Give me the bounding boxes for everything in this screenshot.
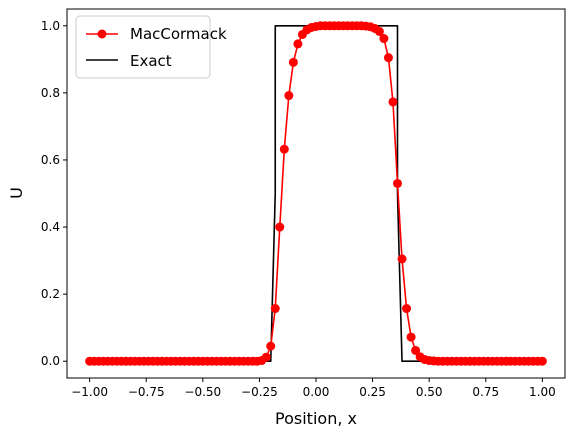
x-tick-label: 0.00: [303, 385, 330, 399]
x-tick-label: 0.50: [416, 385, 443, 399]
data-point-maccormack: [284, 91, 294, 101]
data-point-maccormack: [402, 304, 412, 314]
data-point-maccormack: [374, 26, 384, 36]
data-point-maccormack: [406, 332, 416, 342]
data-point-maccormack: [392, 178, 402, 188]
y-tick-label: 0.2: [41, 287, 60, 301]
data-point-maccormack: [411, 345, 421, 355]
data-point-maccormack: [275, 222, 285, 232]
y-tick-label: 0.8: [41, 86, 60, 100]
data-point-maccormack: [293, 39, 303, 49]
data-point-maccormack: [379, 34, 389, 44]
data-point-maccormack: [383, 53, 393, 63]
data-point-maccormack: [266, 341, 276, 351]
data-point-maccormack: [397, 254, 407, 264]
legend-marker-maccormack: [97, 29, 107, 39]
data-point-maccormack: [261, 352, 271, 362]
x-tick-label: −0.25: [241, 385, 278, 399]
data-point-maccormack: [270, 304, 280, 314]
ticks-layer: −1.00 −0.75 −0.50 −0.25 0.00 0.25 0.50 0.75 1.00…: [41, 19, 556, 399]
x-tick-label: −0.75: [128, 385, 165, 399]
y-tick-label: 0.0: [41, 354, 60, 368]
y-tick-label: 0.6: [41, 153, 60, 167]
legend-box: [75, 15, 211, 79]
data-point-maccormack: [537, 356, 547, 366]
data-point-maccormack: [388, 97, 398, 107]
legend-label-maccormack: MacCormack: [130, 25, 227, 43]
y-tick-label: 1.0: [41, 19, 60, 33]
x-axis-label: Position, x: [275, 409, 357, 428]
data-point-maccormack: [279, 144, 289, 154]
y-tick-label: 0.4: [41, 220, 60, 234]
x-tick-label: 0.75: [472, 385, 499, 399]
data-point-maccormack: [288, 57, 298, 67]
x-tick-label: −0.50: [184, 385, 221, 399]
plot-layer: [85, 21, 547, 366]
legend-label-exact: Exact: [130, 52, 172, 70]
x-tick-label: 1.00: [529, 385, 556, 399]
y-axis-label: U: [7, 187, 26, 199]
legend: MacCormack Exact: [75, 15, 227, 79]
x-tick-label: 0.25: [359, 385, 386, 399]
x-tick-label: −1.00: [71, 385, 108, 399]
